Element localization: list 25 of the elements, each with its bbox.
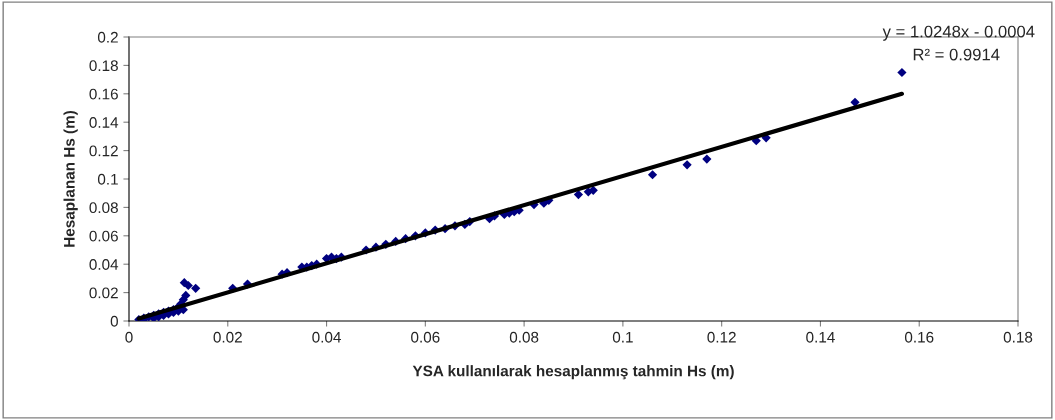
x-tick-label: 0.18 (1003, 331, 1033, 343)
y-tick-label: 0.08 (89, 202, 118, 214)
annotation: y = 1.0248x - 0.0004 (882, 25, 1035, 41)
x-tick-label: 0.04 (312, 331, 341, 343)
y-tick-label: 0.06 (89, 230, 118, 242)
x-tick-label: 0.1 (612, 331, 633, 343)
x-tick-label: 0 (125, 331, 133, 343)
y-tick-label: 0.16 (89, 88, 118, 100)
x-tick-label: 0.16 (904, 331, 934, 343)
y-tick-label: 0.14 (89, 117, 119, 128)
y-tick-label: 0.2 (97, 31, 118, 43)
annotation: R² = 0.9914 (913, 48, 1000, 61)
x-tick-label: 0.08 (509, 331, 539, 343)
x-tick-label: 0.12 (707, 331, 736, 343)
y-tick-label: 0.12 (89, 145, 118, 157)
y-tick-label: 0 (110, 315, 118, 327)
y-axis-title: Hesaplanan Hs (m) (63, 110, 78, 247)
x-axis-title: YSA kullanılarak hesaplanmış tahmin Hs (m) (412, 365, 734, 380)
x-tick-label: 0.06 (411, 331, 440, 343)
x-tick-label: 0.14 (806, 331, 835, 343)
y-tick-label: 0.04 (89, 259, 119, 270)
x-tick-label: 0.02 (213, 331, 242, 343)
y-tick-label: 0.02 (89, 287, 118, 299)
y-tick-label: 0.1 (97, 173, 118, 185)
y-tick-label: 0.18 (89, 60, 118, 72)
